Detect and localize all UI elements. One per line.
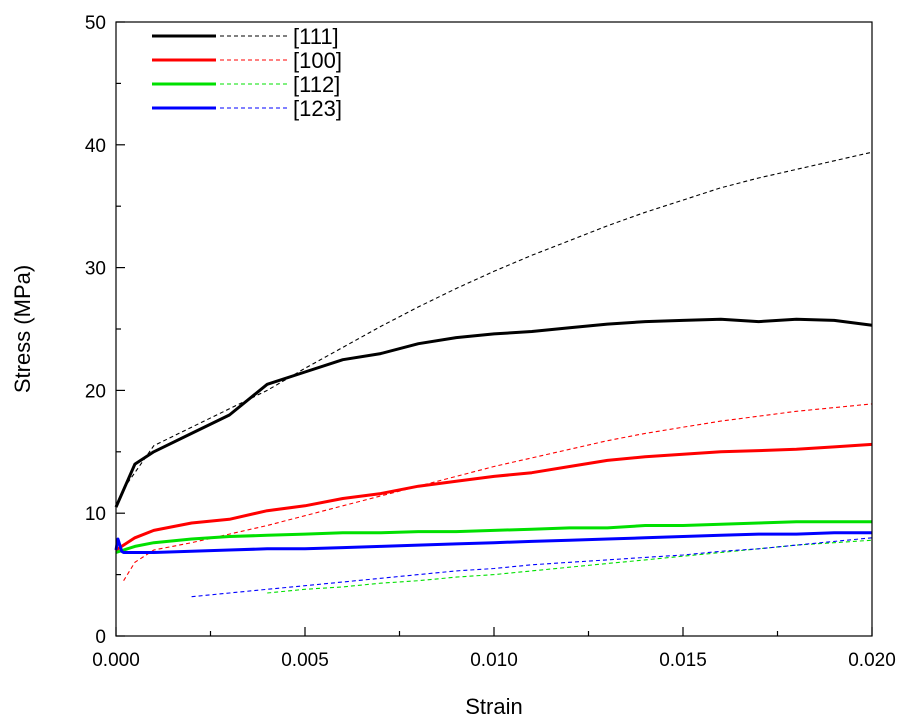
y-tick-label: 0 — [95, 627, 106, 648]
legend: [111][100][112][123] — [152, 24, 342, 121]
axis-ticks: 0.000 0.005 0.010 0.015 0.020 0 10 20 30 40 50 — [85, 13, 896, 671]
legend-100-label: [100] — [293, 48, 342, 73]
y-tick-label: 50 — [85, 13, 106, 34]
series-100-solid-line — [115, 442, 873, 552]
x-tick-label: 0.015 — [659, 650, 707, 671]
series-123-solid-line — [114, 531, 872, 554]
y-tick-label: 20 — [85, 381, 106, 402]
series-111-solid-line — [114, 317, 873, 508]
series-111-dashed-line — [123, 151, 873, 489]
legend-112-label: [112] — [293, 72, 340, 97]
x-tick-label: 0.000 — [92, 650, 140, 671]
x-axis-title: Strain — [465, 694, 522, 719]
legend-111-label: [111] — [293, 24, 339, 49]
series-123-dashed-line — [191, 537, 873, 598]
y-tick-label: 10 — [85, 504, 106, 525]
series-100-dashed-line — [123, 403, 873, 581]
legend-123-label: [123] — [293, 96, 342, 121]
x-tick-label: 0.005 — [281, 650, 329, 671]
x-tick-label: 0.020 — [848, 650, 896, 671]
y-tick-label: 40 — [85, 136, 106, 157]
x-tick-label: 0.010 — [470, 650, 518, 671]
y-axis-title: Stress (MPa) — [10, 265, 35, 393]
series-112-solid-line — [115, 520, 872, 554]
y-tick-label: 30 — [85, 259, 106, 280]
plot-area — [114, 151, 873, 598]
